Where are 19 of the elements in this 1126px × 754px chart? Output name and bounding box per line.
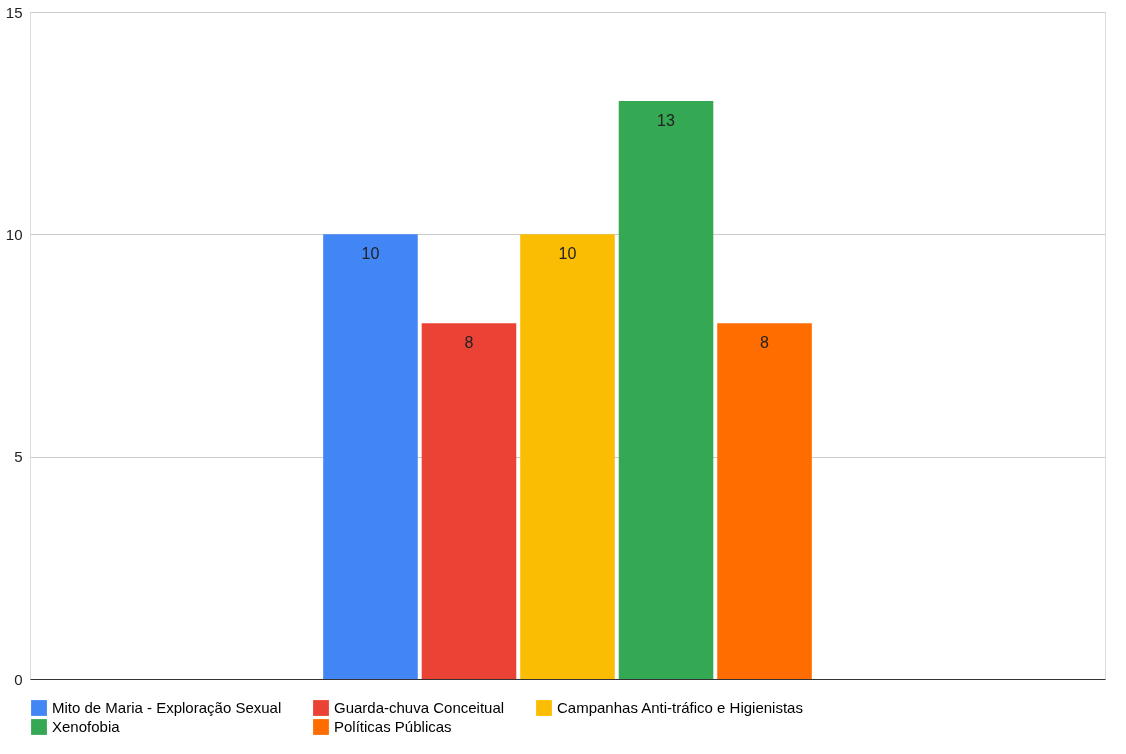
data-label: 8 [464,334,474,352]
legend-label: Políticas Públicas [334,718,452,735]
y-tick-label: 15 [5,3,23,21]
legend-label: Mito de Maria - Exploração Sexual [52,699,282,716]
data-label: 10 [558,245,577,263]
bar [717,323,812,679]
legend-label: Xenofobia [52,718,121,735]
bar [618,100,714,679]
bar [421,323,517,679]
data-label: 10 [361,245,380,263]
y-tick-label: 10 [5,225,23,243]
legend-label: Guarda-chuva Conceitual [334,699,505,716]
data-label: 13 [657,111,676,129]
bar [520,234,615,679]
y-tick-label: 0 [14,670,23,688]
data-label: 8 [760,334,770,352]
y-tick-label: 5 [14,448,23,466]
legend-label: Campanhas Anti-tráfico e Higienistas [557,699,803,716]
bar [323,234,418,679]
